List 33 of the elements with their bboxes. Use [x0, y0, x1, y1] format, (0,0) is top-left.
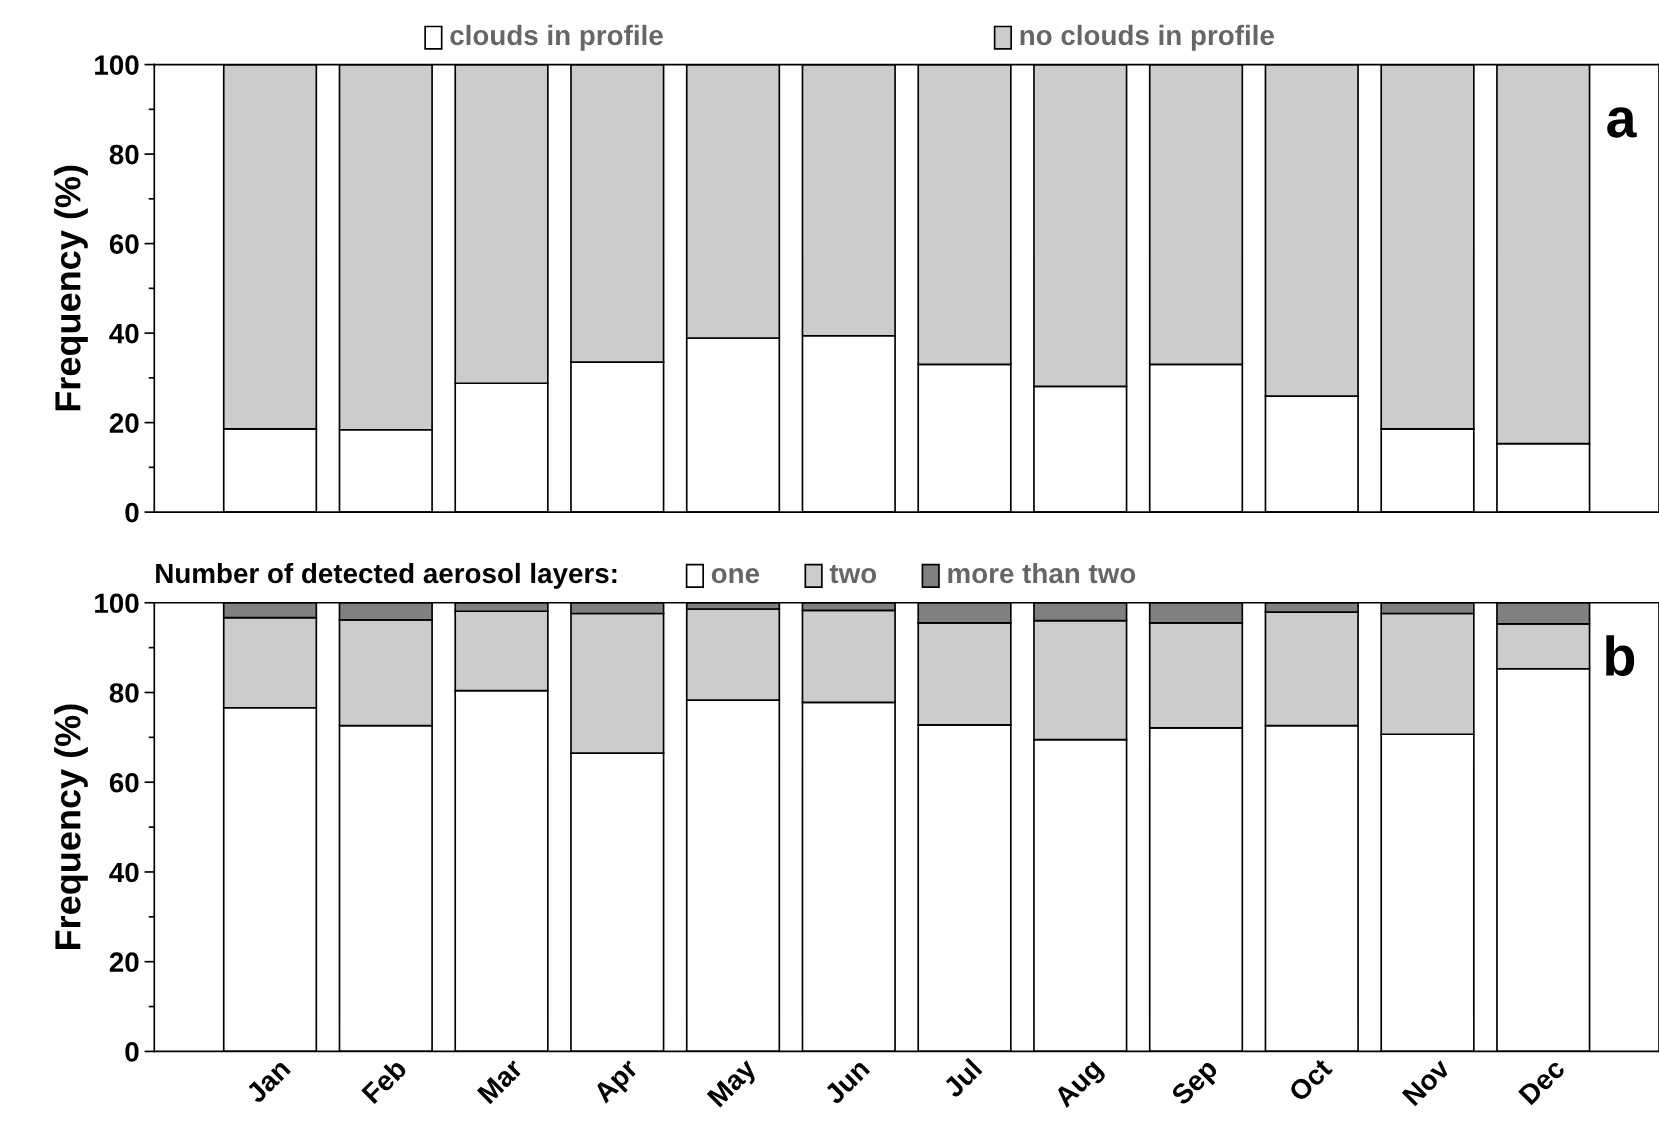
legend-label: two [829, 564, 877, 584]
y-axis-title: Frequency (%) [54, 704, 88, 950]
x-tick-label: Dec [1518, 1057, 1566, 1106]
y-tick-label: 60 [109, 772, 139, 793]
y-tick-label: 40 [109, 323, 139, 344]
legend-title: Number of detected aerosol layers: [156, 562, 617, 589]
y-tick-label: 0 [125, 1042, 139, 1062]
annotation: a [1607, 107, 1637, 138]
y-tick-label: 80 [109, 144, 139, 165]
legend-label: one [711, 568, 760, 584]
legend-label: more than two [948, 562, 1136, 584]
y-tick-label: 40 [109, 862, 139, 883]
y-tick-label: 80 [109, 683, 139, 703]
y-tick-label: 20 [109, 413, 139, 433]
y-tick-label: 60 [109, 234, 139, 254]
legend-label: no clouds in profile [1020, 24, 1274, 51]
x-tick-label: Sep [1169, 1057, 1223, 1111]
y-tick-label: 0 [125, 502, 139, 523]
x-tick-label: Mar [476, 1057, 524, 1105]
annotation: b [1606, 635, 1635, 676]
y-axis-title: Frequency (%) [54, 165, 88, 411]
y-tick-label: 20 [109, 952, 139, 973]
y-tick-label: 100 [95, 593, 139, 614]
x-tick-label: Jun [823, 1058, 871, 1106]
x-tick-label: Aug [1053, 1058, 1108, 1113]
x-tick-label: Nov [1401, 1057, 1452, 1107]
x-tick-label: Jul [941, 1057, 983, 1099]
x-tick-label: Feb [360, 1057, 408, 1105]
y-tick-label: 100 [95, 55, 139, 75]
x-tick-label: Jan [244, 1058, 292, 1105]
x-tick-label: Oct [1287, 1057, 1334, 1103]
x-tick-label: Apr [592, 1057, 644, 1108]
legend-label: clouds in profile [450, 24, 663, 51]
